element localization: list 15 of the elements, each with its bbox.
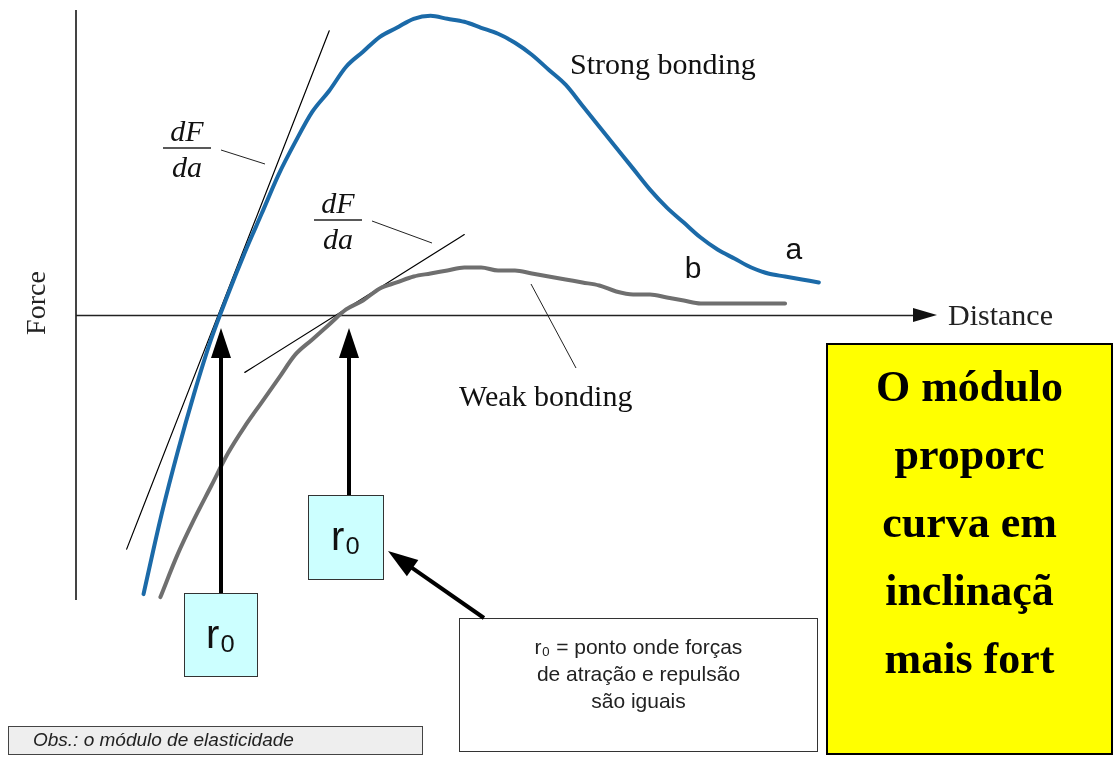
note-box: Obs.: o módulo de elasticidade — [8, 726, 423, 755]
label-box: r₀ — [308, 495, 384, 580]
callout-box: r₀ = ponto onde forças de atração e repulsão são iguais — [459, 618, 818, 752]
highlight-box: O módulo proporc curva em inclinaçã mais fort — [826, 343, 1113, 755]
annotation: Weak bonding — [459, 378, 633, 412]
label-box: r₀ — [184, 593, 258, 677]
series-label: a — [785, 231, 803, 265]
annotation: Strong bonding — [570, 46, 756, 80]
x-axis-title: Distance — [948, 298, 1053, 332]
annotation: O módulo proporc curva em inclinaçã mais fort — [875, 362, 1064, 683]
annotation: dF da — [320, 185, 356, 257]
series-label: b — [684, 250, 702, 284]
annotation: r₀ — [331, 514, 361, 558]
y-axis-title: Force — [20, 271, 52, 335]
annotation: dF da — [169, 113, 205, 185]
